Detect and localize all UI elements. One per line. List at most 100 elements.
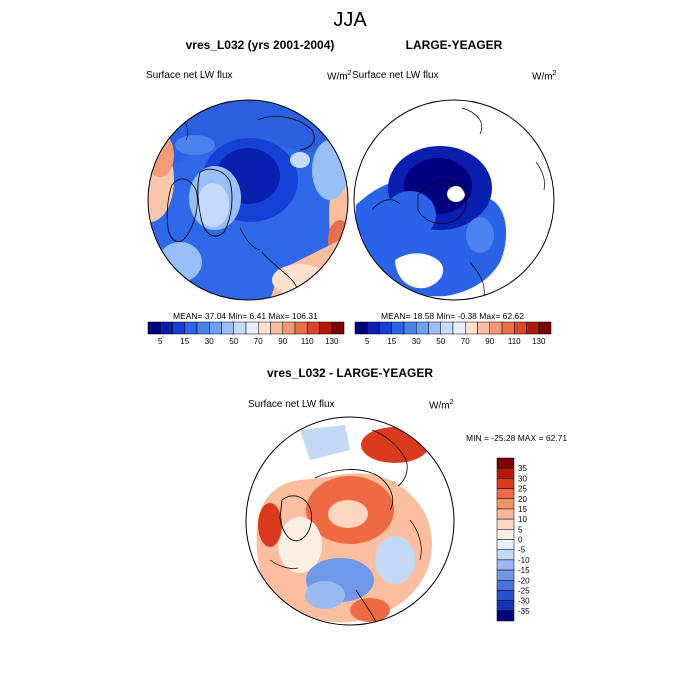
p2-cbar-box-1	[367, 321, 380, 335]
p2-pole-hole	[447, 186, 465, 202]
p2-cbar-box-8	[452, 321, 466, 335]
p2-cbar-tick-label: 90	[485, 337, 494, 346]
p1-cbar-tick-label: 110	[301, 337, 314, 346]
panel3-units: W/m2	[429, 399, 454, 412]
p3-cbar-box-2	[496, 478, 515, 489]
p1-cbar-box-6	[221, 321, 234, 335]
p2-cbar-box-9	[465, 321, 478, 335]
p3-cbar-box-6	[496, 518, 515, 530]
p3-cbar-box-1	[496, 467, 515, 479]
p1-cbar-box-8	[245, 321, 259, 335]
panel2-colorbar: 5 15 30 50 70 90 110 130	[354, 321, 552, 346]
panel1-left-label: Surface net LW flux	[146, 70, 233, 81]
panel2-left-label: Surface net LW flux	[352, 70, 439, 81]
p2-cbar-box-0	[354, 321, 368, 335]
panel1-title: vres_L032 (yrs 2001-2004)	[185, 38, 335, 52]
p3-cbar-tick-label: -20	[518, 576, 530, 585]
p3-cbar-tick-label: -35	[518, 607, 530, 616]
p3-coast-arctic	[314, 469, 394, 511]
p3-cbar-tick-label: 20	[518, 495, 527, 504]
panel2-title: LARGE-YEAGER	[405, 38, 503, 52]
p3-cbar-box-15	[496, 610, 515, 622]
p1-cbar-tick-label: 5	[158, 337, 163, 346]
p2-cbar-box-6	[428, 321, 441, 335]
p1-cbar-box-9	[258, 321, 271, 335]
panel3-map	[245, 416, 455, 626]
p2-coast-arctic	[417, 180, 467, 224]
p2-cbar-tick-label: 110	[508, 337, 521, 346]
p3-cbar-tick-label: 5	[518, 525, 523, 534]
p3-cbar-tick-label: 30	[518, 474, 527, 483]
p3-coast-scandinavia	[355, 589, 377, 623]
p2-cbar-box-14	[526, 321, 539, 335]
p2-cbar-tick-label: 50	[436, 337, 445, 346]
panel1-stats: MEAN= 37.04 Min= 6.41 Max= 106.31	[173, 311, 318, 321]
p1-cbar-box-2	[172, 321, 185, 335]
p1-cbar-box-0	[147, 321, 161, 335]
p3-cbar-tick-label: 10	[518, 515, 527, 524]
p1-cbar-tick-label: 130	[325, 337, 339, 346]
p1-cbar-tick-label: 90	[278, 337, 287, 346]
p1-light-sw	[158, 242, 202, 282]
p3-cbar-tick-label: 0	[518, 536, 523, 545]
p3-cbar-tick-label: -30	[518, 597, 530, 606]
p3-cbar-tick-label: -25	[518, 586, 530, 595]
panel1-units: W/m2	[327, 70, 352, 83]
p1-cbar-box-10	[270, 321, 283, 335]
p3-cbar-box-11	[496, 569, 515, 581]
p2-cbar-box-2	[379, 321, 392, 335]
p3-map-boundary	[245, 416, 455, 626]
p3-cbar-box-14	[496, 600, 515, 612]
panel3-stats: MIN = -25.28 MAX = 62.71	[466, 433, 568, 443]
p1-cbar-box-12	[294, 321, 308, 335]
panel2-units: W/m2	[532, 70, 557, 83]
p2-cbar-box-11	[489, 321, 503, 335]
p1-cbar-box-11	[282, 321, 296, 335]
panel1-map	[147, 99, 349, 301]
p1-cbar-tick-label: 50	[229, 337, 238, 346]
p3-cbar-box-12	[496, 580, 515, 591]
panel3-left-label: Surface net LW flux	[248, 399, 335, 410]
p3-cbar-box-9	[496, 549, 515, 561]
p2-cbar-box-10	[477, 321, 490, 335]
p2-map-boundary	[353, 99, 555, 301]
p1-map-boundary	[147, 99, 349, 301]
p3-cbar-tick-label: 35	[518, 464, 527, 473]
p2-cbar-box-12	[501, 321, 515, 335]
panel2-map	[353, 99, 555, 301]
p2-cbar-tick-label: 5	[365, 337, 370, 346]
p3-cbar-box-3	[496, 488, 515, 499]
p3-cbar-tick-label: 15	[518, 505, 527, 514]
p1-cbar-box-1	[160, 321, 173, 335]
p1-coast-canada	[166, 178, 198, 242]
p2-cbar-tick-label: 30	[412, 337, 421, 346]
p2-cbar-tick-label: 15	[387, 337, 396, 346]
p2-cbar-box-15	[538, 321, 552, 335]
p1-cbar-box-13	[307, 321, 320, 335]
p1-cbar-tick-label: 70	[254, 337, 263, 346]
p2-coast-scandinavia	[469, 261, 485, 297]
p2-cbar-tick-label: 70	[461, 337, 470, 346]
p1-coast-greenland	[197, 168, 233, 237]
figure-title: JJA	[333, 9, 367, 31]
panel1-colorbar: 5 15 30 50 70 90 110 130	[147, 321, 345, 346]
p2-cbar-box-7	[440, 321, 454, 335]
p3-cbar-box-7	[496, 529, 515, 540]
p1-cbar-box-4	[196, 321, 210, 335]
p3-cbar-tick-label: -15	[518, 566, 530, 575]
p1-coast-siberia	[257, 116, 315, 151]
p1-cbar-box-5	[209, 321, 222, 335]
p2-cbar-box-5	[416, 321, 429, 335]
p2-cbar-box-3	[391, 321, 405, 335]
p3-cbar-box-13	[496, 590, 515, 601]
p1-cbar-tick-label: 30	[205, 337, 214, 346]
p3-cbar-box-5	[496, 508, 515, 520]
p1-cbar-box-14	[319, 321, 332, 335]
p1-cbar-tick-label: 15	[180, 337, 189, 346]
panel2-stats: MEAN= 18.58 Min= -0.38 Max= 62.62	[381, 311, 524, 321]
p1-cbar-box-7	[233, 321, 247, 335]
p3-cbar-box-10	[496, 559, 515, 571]
p3-cbar-box-8	[496, 539, 515, 550]
